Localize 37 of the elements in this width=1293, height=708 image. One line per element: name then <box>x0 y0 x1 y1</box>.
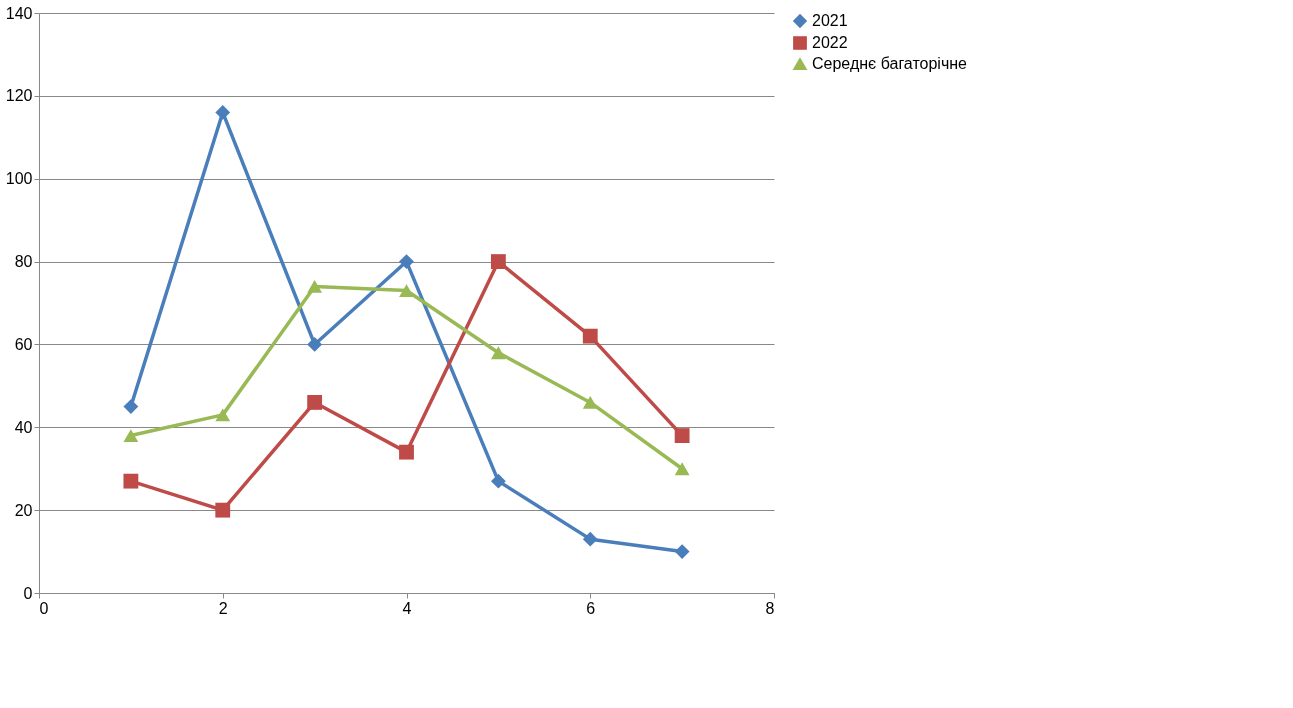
point <box>582 396 598 409</box>
x-tick-label: 6 <box>586 599 596 617</box>
point <box>307 280 323 293</box>
point <box>399 284 414 297</box>
x-tick-label: 4 <box>402 599 412 617</box>
y-tick-label: 120 <box>5 87 33 105</box>
point <box>123 429 139 442</box>
point <box>490 473 506 489</box>
y-tick-label: 20 <box>14 501 33 519</box>
point <box>123 399 139 414</box>
y-tick-label: 40 <box>14 418 33 436</box>
legend-label: Середнє багаторічне <box>812 55 968 72</box>
point <box>307 337 323 352</box>
point <box>582 531 598 547</box>
legend-label: 2021 <box>812 12 848 29</box>
y-tick-label: 60 <box>14 335 33 353</box>
x-tick-label: 0 <box>39 599 49 617</box>
point <box>215 408 231 422</box>
legend-label: 2022 <box>812 34 848 51</box>
point <box>490 254 506 269</box>
point <box>674 428 690 443</box>
point <box>399 444 414 460</box>
y-tick-label: 100 <box>5 170 33 188</box>
point <box>307 395 323 410</box>
point <box>490 346 506 360</box>
point <box>674 462 690 476</box>
x-tick-label: 8 <box>765 599 775 617</box>
point <box>215 502 231 518</box>
y-tick-label: 0 <box>23 584 33 602</box>
point <box>215 105 231 120</box>
point <box>399 254 414 269</box>
point <box>582 328 598 344</box>
point <box>123 473 139 489</box>
point <box>674 544 690 559</box>
y-tick-label: 140 <box>5 4 33 22</box>
x-tick-label: 2 <box>218 599 228 617</box>
y-tick-label: 80 <box>14 253 33 271</box>
